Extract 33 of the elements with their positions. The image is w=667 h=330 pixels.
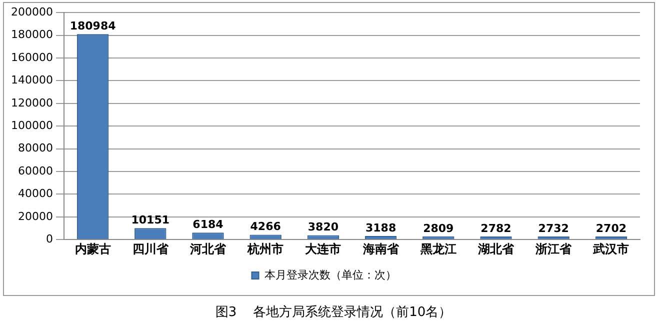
y-tick-label: 120000 (10, 96, 53, 110)
y-tick-label: 140000 (10, 74, 53, 87)
legend-label: 本月登录次数（单位：次） (264, 268, 396, 282)
data-label: 3820 (308, 220, 339, 234)
x-tick-label: 浙江省 (534, 242, 573, 256)
y-tick-label: 100000 (10, 118, 53, 132)
x-tick-label: 海南省 (362, 242, 400, 256)
y-tick-label: 20000 (18, 210, 53, 223)
data-label: 2782 (480, 222, 512, 235)
y-tick-label: 160000 (10, 50, 53, 64)
data-label: 2809 (423, 222, 454, 235)
data-label: 10151 (131, 213, 170, 226)
x-tick-label: 河北省 (188, 242, 227, 256)
data-label: 3188 (365, 221, 396, 234)
x-tick-label: 杭州市 (246, 242, 284, 256)
y-tick-label: 80000 (18, 142, 53, 155)
y-tick-label: 60000 (18, 164, 53, 178)
data-label: 2732 (538, 222, 569, 235)
x-tick-label: 黑龙江 (419, 242, 456, 256)
x-tick-label: 大连市 (305, 242, 342, 256)
y-tick-label: 180000 (10, 28, 53, 42)
x-tick-label: 内蒙古 (74, 242, 111, 256)
data-label: 4266 (250, 220, 282, 234)
x-tick-label: 四川省 (132, 242, 170, 256)
y-tick-label: 200000 (10, 5, 53, 18)
y-tick-label: 40000 (18, 187, 53, 200)
x-tick-label: 湖北省 (477, 242, 515, 256)
caption: 图3 各地方局系统登录情况（前10名） (214, 304, 453, 321)
y-tick-label: 0 (46, 232, 53, 246)
x-tick-label: 武汉市 (592, 242, 630, 256)
data-label: 2702 (596, 222, 627, 235)
data-label: 6184 (192, 218, 224, 231)
data-label: 180984 (70, 20, 116, 33)
